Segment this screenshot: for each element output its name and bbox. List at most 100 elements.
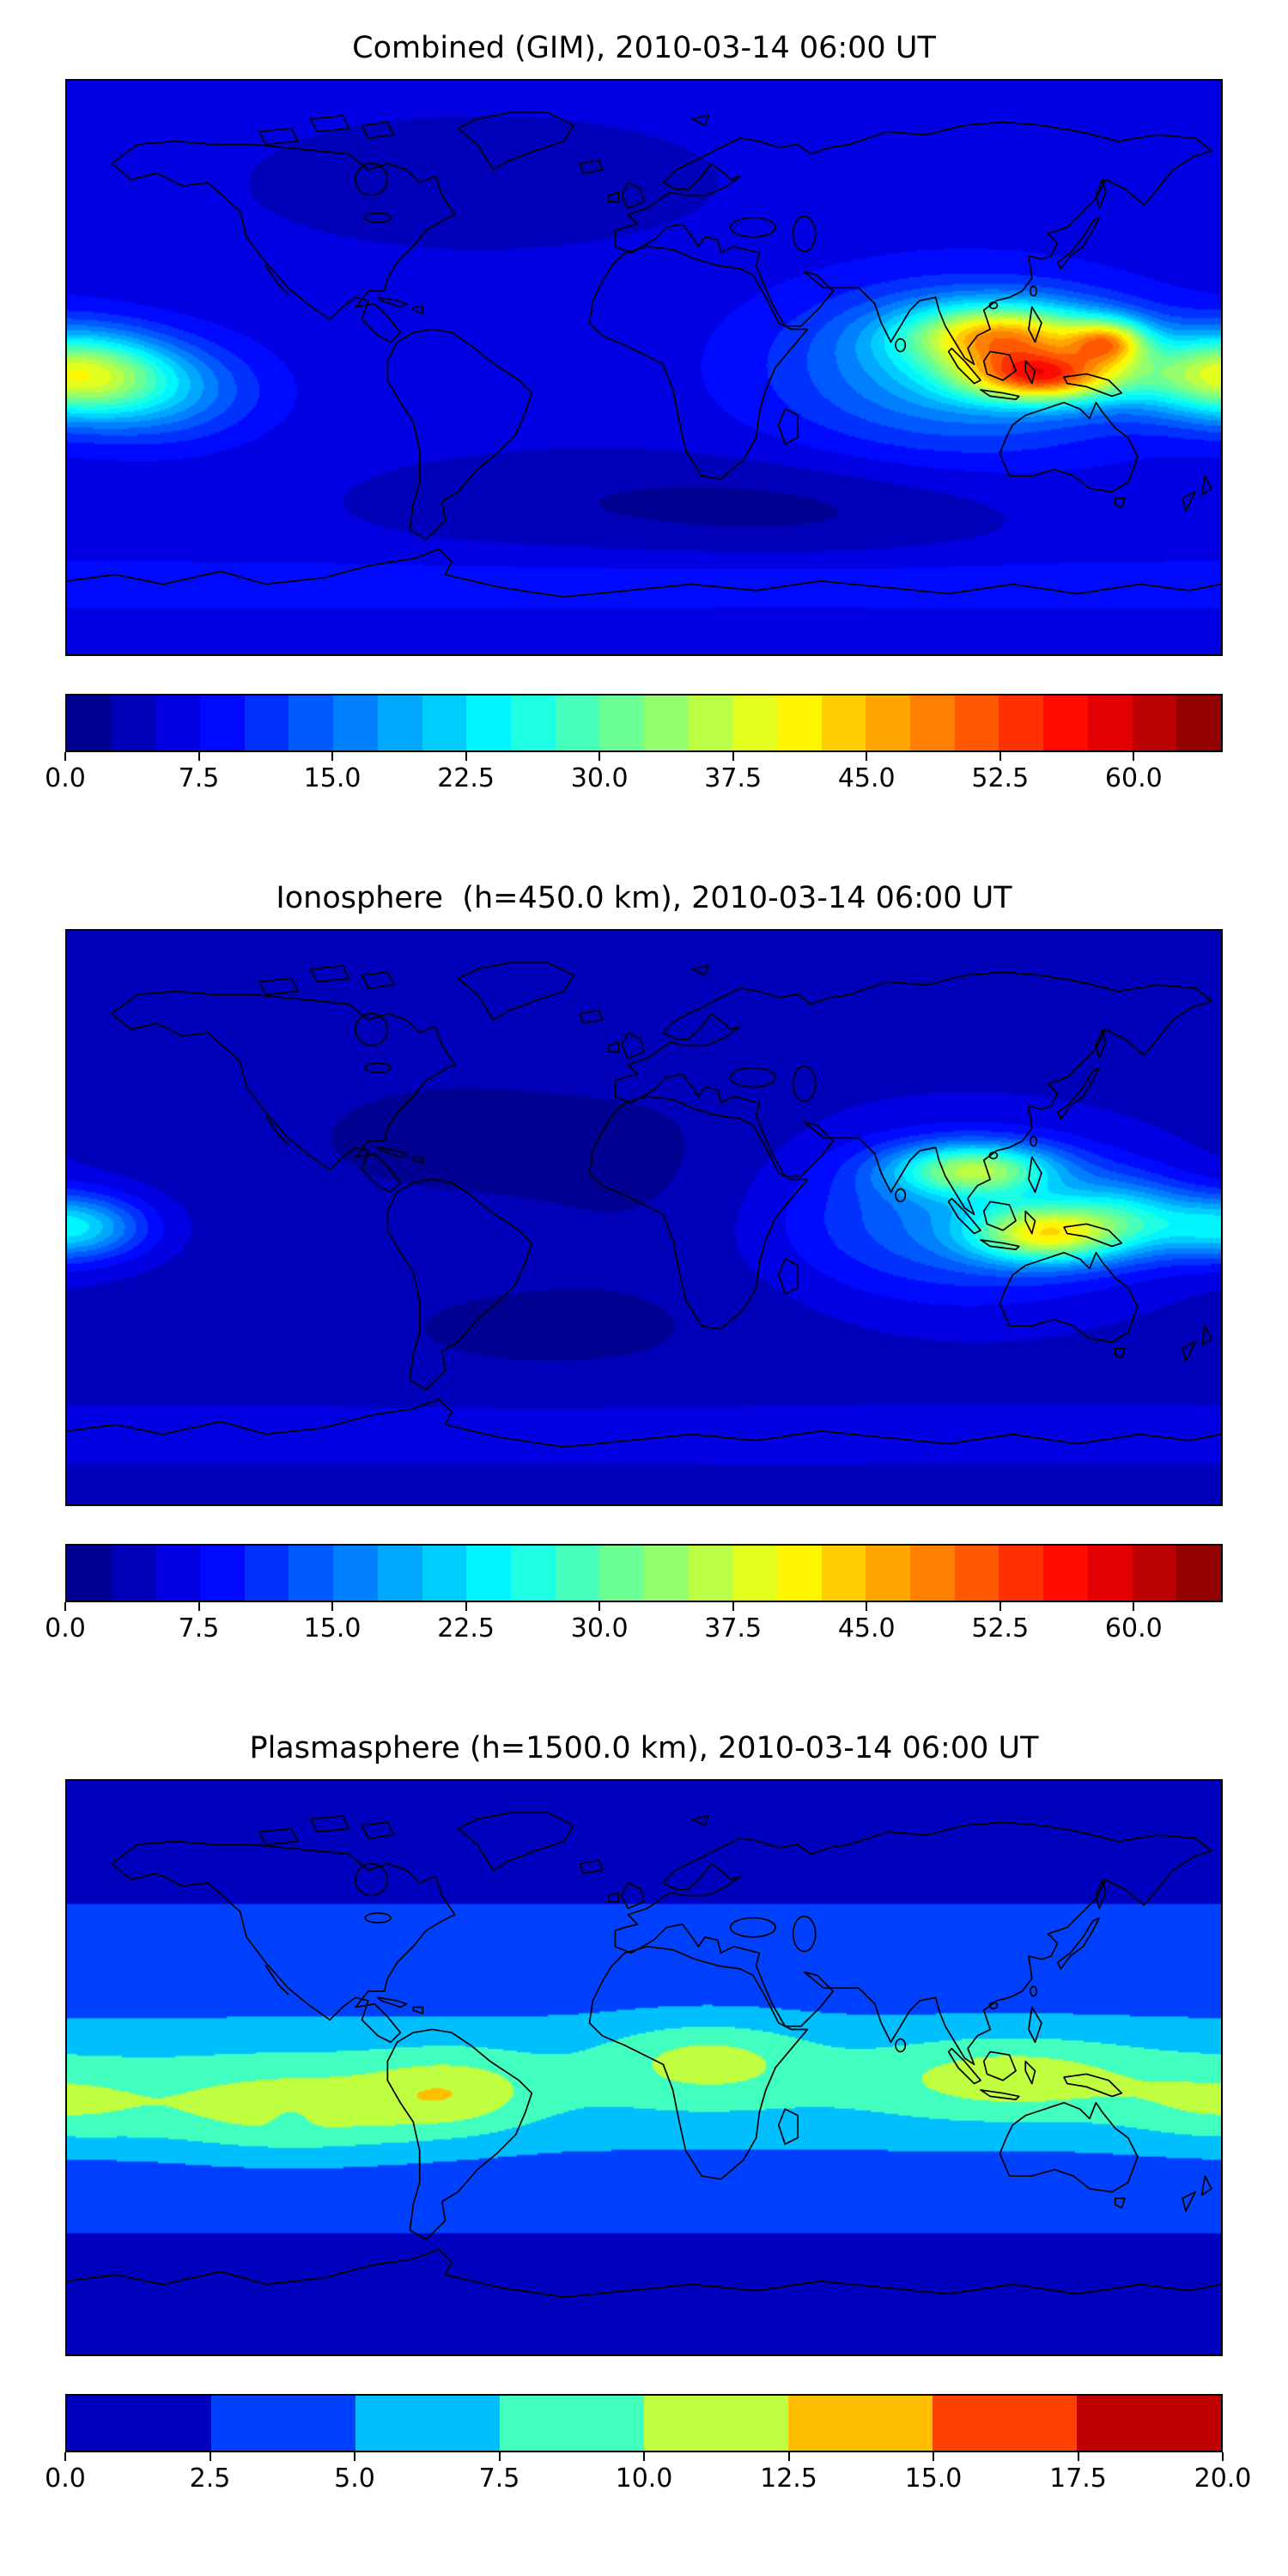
colorbar-tick xyxy=(197,752,200,761)
colorbar-tick-label: 15.0 xyxy=(904,2464,963,2494)
colorbar-tick-label: 30.0 xyxy=(570,763,629,793)
colorbar-segment xyxy=(1087,1546,1133,1601)
map-combined-gim xyxy=(65,79,1223,656)
colorbar-tick-label: 7.5 xyxy=(178,1613,220,1643)
colorbar-segment xyxy=(999,696,1044,750)
colorbar-tick xyxy=(465,752,467,761)
colorbar-segment xyxy=(777,1546,822,1601)
colorbar-tick-label: 22.5 xyxy=(437,763,495,793)
figure-combined-gim: Combined (GIM), 2010-03-14 06:00 UT 0.0 7… xyxy=(0,0,1288,802)
colorbar-segment xyxy=(200,1546,245,1601)
colorbar-segment xyxy=(155,696,201,750)
colorbar-tick xyxy=(331,1602,334,1611)
colorbar-segment xyxy=(643,696,689,750)
colorbar-tick xyxy=(1133,752,1135,761)
colorbar-segment xyxy=(555,1546,600,1601)
colorbar-segment xyxy=(1132,1546,1177,1601)
tec-heatmap-canvas xyxy=(67,1781,1221,2354)
colorbar-segment xyxy=(355,2396,500,2451)
colorbar-tick-label: 0.0 xyxy=(45,763,86,793)
colorbar-segment xyxy=(1132,696,1177,750)
coastlines-overlay xyxy=(67,1781,1221,2354)
colorbar-segment xyxy=(821,1546,866,1601)
colorbar-segment xyxy=(111,696,156,750)
colorbar-tick-label: 15.0 xyxy=(303,1613,361,1643)
colorbar-tick-label: 7.5 xyxy=(478,2464,520,2494)
colorbar-tick xyxy=(866,1602,868,1611)
colorbar-segment xyxy=(1176,696,1221,750)
colorbar-tick-label: 20.0 xyxy=(1194,2464,1252,2494)
colorbar-segment xyxy=(510,1546,556,1601)
colorbar-segment xyxy=(200,696,245,750)
colorbar-tick-label: 2.5 xyxy=(189,2464,231,2494)
colorbar-segment xyxy=(1077,2396,1221,2451)
colorbar-segment xyxy=(1087,696,1133,750)
colorbar-segment xyxy=(954,1546,999,1601)
colorbar-segment xyxy=(377,1546,422,1601)
colorbar-segment xyxy=(244,696,289,750)
colorbar-segment xyxy=(422,1546,467,1601)
colorbar-segment xyxy=(289,696,334,750)
figure-plasmasphere: Plasmasphere (h=1500.0 km), 2010-03-14 0… xyxy=(0,1652,1288,2502)
colorbar-tick-label: 7.5 xyxy=(178,763,220,793)
colorbar-plasmasphere xyxy=(65,2394,1223,2452)
tec-heatmap-canvas xyxy=(67,81,1221,654)
colorbar-ionosphere xyxy=(65,1544,1223,1602)
colorbar-tick-label: 52.5 xyxy=(971,763,1030,793)
colorbar-tick xyxy=(598,1602,601,1611)
colorbar-tick xyxy=(999,1602,1001,1611)
colorbar-segment xyxy=(1043,1546,1088,1601)
colorbar-tick-label: 45.0 xyxy=(837,1613,896,1643)
colorbar-segment xyxy=(555,696,600,750)
colorbar-tick xyxy=(1077,2452,1079,2461)
colorbar-segment xyxy=(732,1546,777,1601)
colorbar-tick-label: 5.0 xyxy=(334,2464,375,2494)
colorbar-tick xyxy=(64,2452,66,2461)
colorbar-segment xyxy=(788,2396,933,2451)
chart-title-ionosphere: Ionosphere (h=450.0 km), 2010-03-14 06:0… xyxy=(276,881,1012,915)
colorbar-segment xyxy=(954,696,999,750)
chart-title-combined: Combined (GIM), 2010-03-14 06:00 UT xyxy=(352,31,936,65)
colorbar-tick-label: 37.5 xyxy=(704,763,762,793)
figure-ionosphere: Ionosphere (h=450.0 km), 2010-03-14 06:0… xyxy=(0,802,1288,1652)
colorbar-segment xyxy=(466,1546,511,1601)
colorbar-segment xyxy=(333,1546,378,1601)
colorbar-ticks-combined: 0.0 7.5 15.0 22.5 30.0 37.5 45.0 52.5 60.0 xyxy=(45,752,1223,802)
colorbar-tick xyxy=(465,1602,467,1611)
colorbar-combined xyxy=(65,694,1223,752)
colorbar-tick-label: 30.0 xyxy=(570,1613,629,1643)
colorbar-segment xyxy=(643,1546,689,1601)
colorbar-tick-label: 17.5 xyxy=(1049,2464,1107,2494)
colorbar-segment xyxy=(599,696,644,750)
colorbar-segment xyxy=(67,2396,211,2451)
colorbar-tick xyxy=(498,2452,501,2461)
colorbar-tick-label: 60.0 xyxy=(1104,1613,1163,1643)
colorbar-tick xyxy=(1133,1602,1135,1611)
colorbar-ticks-plasmasphere: 0.0 2.5 5.0 7.5 10.0 12.5 15.0 17.5 20.0 xyxy=(45,2452,1251,2502)
colorbar-tick xyxy=(331,752,334,761)
colorbar-segment xyxy=(599,1546,644,1601)
colorbar-tick xyxy=(933,2452,934,2461)
colorbar-segment xyxy=(510,696,556,750)
colorbar-segment xyxy=(67,1546,112,1601)
colorbar-tick xyxy=(1222,2452,1224,2461)
colorbar-segment xyxy=(910,696,955,750)
colorbar-tick xyxy=(787,2452,790,2461)
colorbar-segment xyxy=(732,696,777,750)
map-ionosphere xyxy=(65,929,1223,1506)
tec-heatmap-canvas xyxy=(67,931,1221,1504)
colorbar-tick xyxy=(732,1602,734,1611)
colorbar-segment xyxy=(377,696,422,750)
map-plasmasphere xyxy=(65,1779,1223,2356)
colorbar-tick xyxy=(209,2452,211,2461)
colorbar-segment xyxy=(289,1546,334,1601)
colorbar-segment xyxy=(466,696,511,750)
colorbar-tick xyxy=(866,752,868,761)
colorbar-tick-label: 10.0 xyxy=(615,2464,673,2494)
colorbar-tick-label: 37.5 xyxy=(704,1613,762,1643)
colorbar-segment xyxy=(500,2396,644,2451)
colorbar-segment xyxy=(1043,696,1088,750)
colorbar-segment xyxy=(933,2396,1077,2451)
colorbar-tick xyxy=(64,1602,66,1611)
colorbar-segment xyxy=(688,1546,733,1601)
